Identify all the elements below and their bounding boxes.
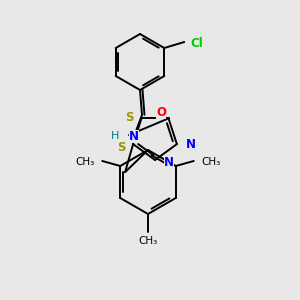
Text: CH₃: CH₃ bbox=[202, 157, 221, 167]
Text: CH₃: CH₃ bbox=[75, 157, 94, 167]
Text: S: S bbox=[117, 141, 125, 154]
Text: CH₃: CH₃ bbox=[138, 236, 158, 246]
Text: N: N bbox=[186, 138, 196, 151]
Text: H: H bbox=[111, 131, 119, 141]
Text: Cl: Cl bbox=[190, 37, 203, 50]
Text: O: O bbox=[156, 106, 166, 119]
Text: N: N bbox=[164, 156, 174, 169]
Text: S: S bbox=[125, 111, 134, 124]
Text: N: N bbox=[129, 130, 139, 143]
